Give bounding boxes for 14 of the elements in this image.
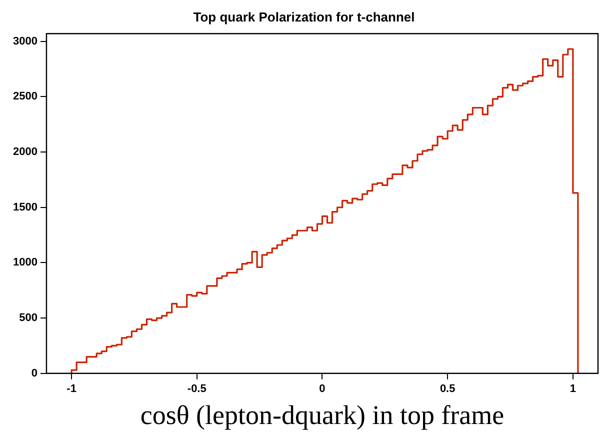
y-tick-label: 0 bbox=[31, 367, 38, 380]
y-tick-label: 2000 bbox=[12, 146, 38, 158]
chart-title: Top quark Polarization for t-channel bbox=[193, 9, 415, 24]
y-tick-label: 1500 bbox=[12, 201, 38, 214]
x-axis-title: cosθ (lepton-dquark) in top frame bbox=[140, 400, 504, 430]
x-tick-label: 0.5 bbox=[440, 383, 456, 396]
x-tick-label: 1 bbox=[570, 383, 576, 396]
y-tick-label: 1000 bbox=[12, 256, 38, 269]
x-tick-label: -1 bbox=[66, 383, 76, 396]
y-tick-label: 500 bbox=[19, 312, 38, 324]
x-tick-label: -0.5 bbox=[187, 383, 206, 396]
x-tick-label: 0 bbox=[319, 383, 326, 396]
y-tick-label: 3000 bbox=[12, 35, 38, 48]
y-tick-label: 2500 bbox=[12, 90, 38, 103]
